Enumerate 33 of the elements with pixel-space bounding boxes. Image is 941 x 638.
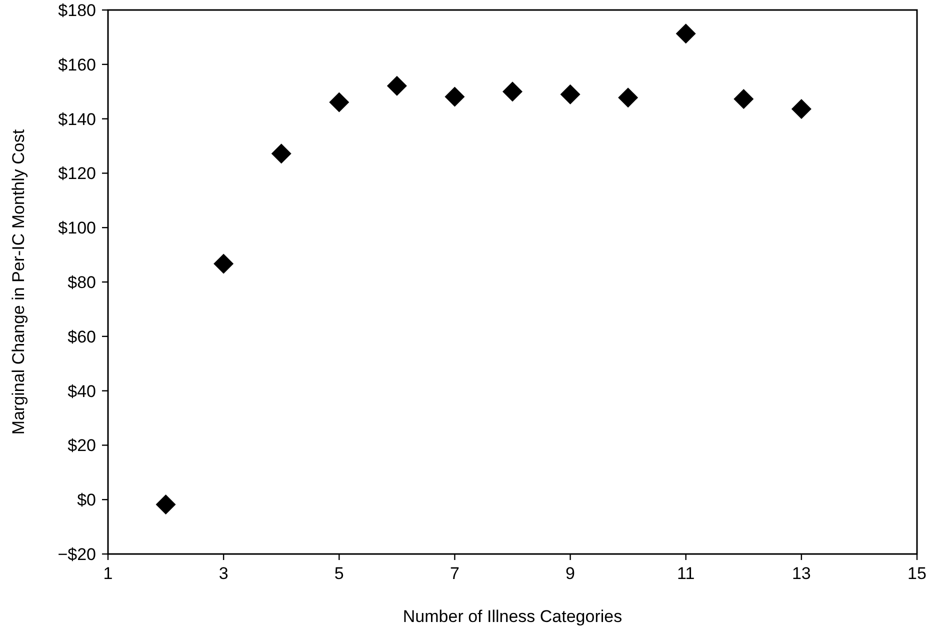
point: [214, 254, 234, 274]
x-tick-label: 13: [792, 564, 811, 583]
y-tick-label: $40: [68, 382, 96, 401]
y-tick-label: $60: [68, 327, 96, 346]
point: [444, 86, 465, 107]
point: [676, 24, 696, 44]
x-tick-label: 3: [218, 564, 228, 583]
point: [271, 144, 292, 164]
point: [156, 494, 176, 514]
x-tick-label: 11: [677, 564, 695, 583]
y-tick-label: $20: [68, 436, 96, 456]
point: [791, 99, 812, 120]
y-tick-label: $140: [58, 110, 96, 129]
y-tick-label: $120: [58, 164, 96, 184]
y-tick-label: $100: [58, 218, 96, 238]
x-tick-label: 5: [334, 564, 344, 583]
point: [329, 92, 350, 112]
x-axis-title: Number of Illness Categories: [402, 607, 622, 626]
y-tick-label: $80: [68, 272, 96, 292]
x-tick-label: 15: [908, 564, 926, 583]
y-tick-label: $180: [58, 0, 96, 20]
point: [386, 76, 407, 96]
x-tick-label: 7: [450, 564, 460, 583]
y-tick-label: $0: [77, 490, 96, 510]
point: [502, 82, 522, 102]
y-axis-title: Marginal Change in Per-IC Monthly Cost: [9, 129, 28, 435]
x-tick-label: 1: [103, 564, 113, 583]
point: [618, 88, 638, 108]
x-tick-label: 9: [566, 564, 576, 583]
y-tick-label: $160: [58, 55, 96, 74]
point: [734, 88, 754, 109]
point: [560, 84, 580, 104]
y-tick-label: −$20: [58, 544, 96, 564]
